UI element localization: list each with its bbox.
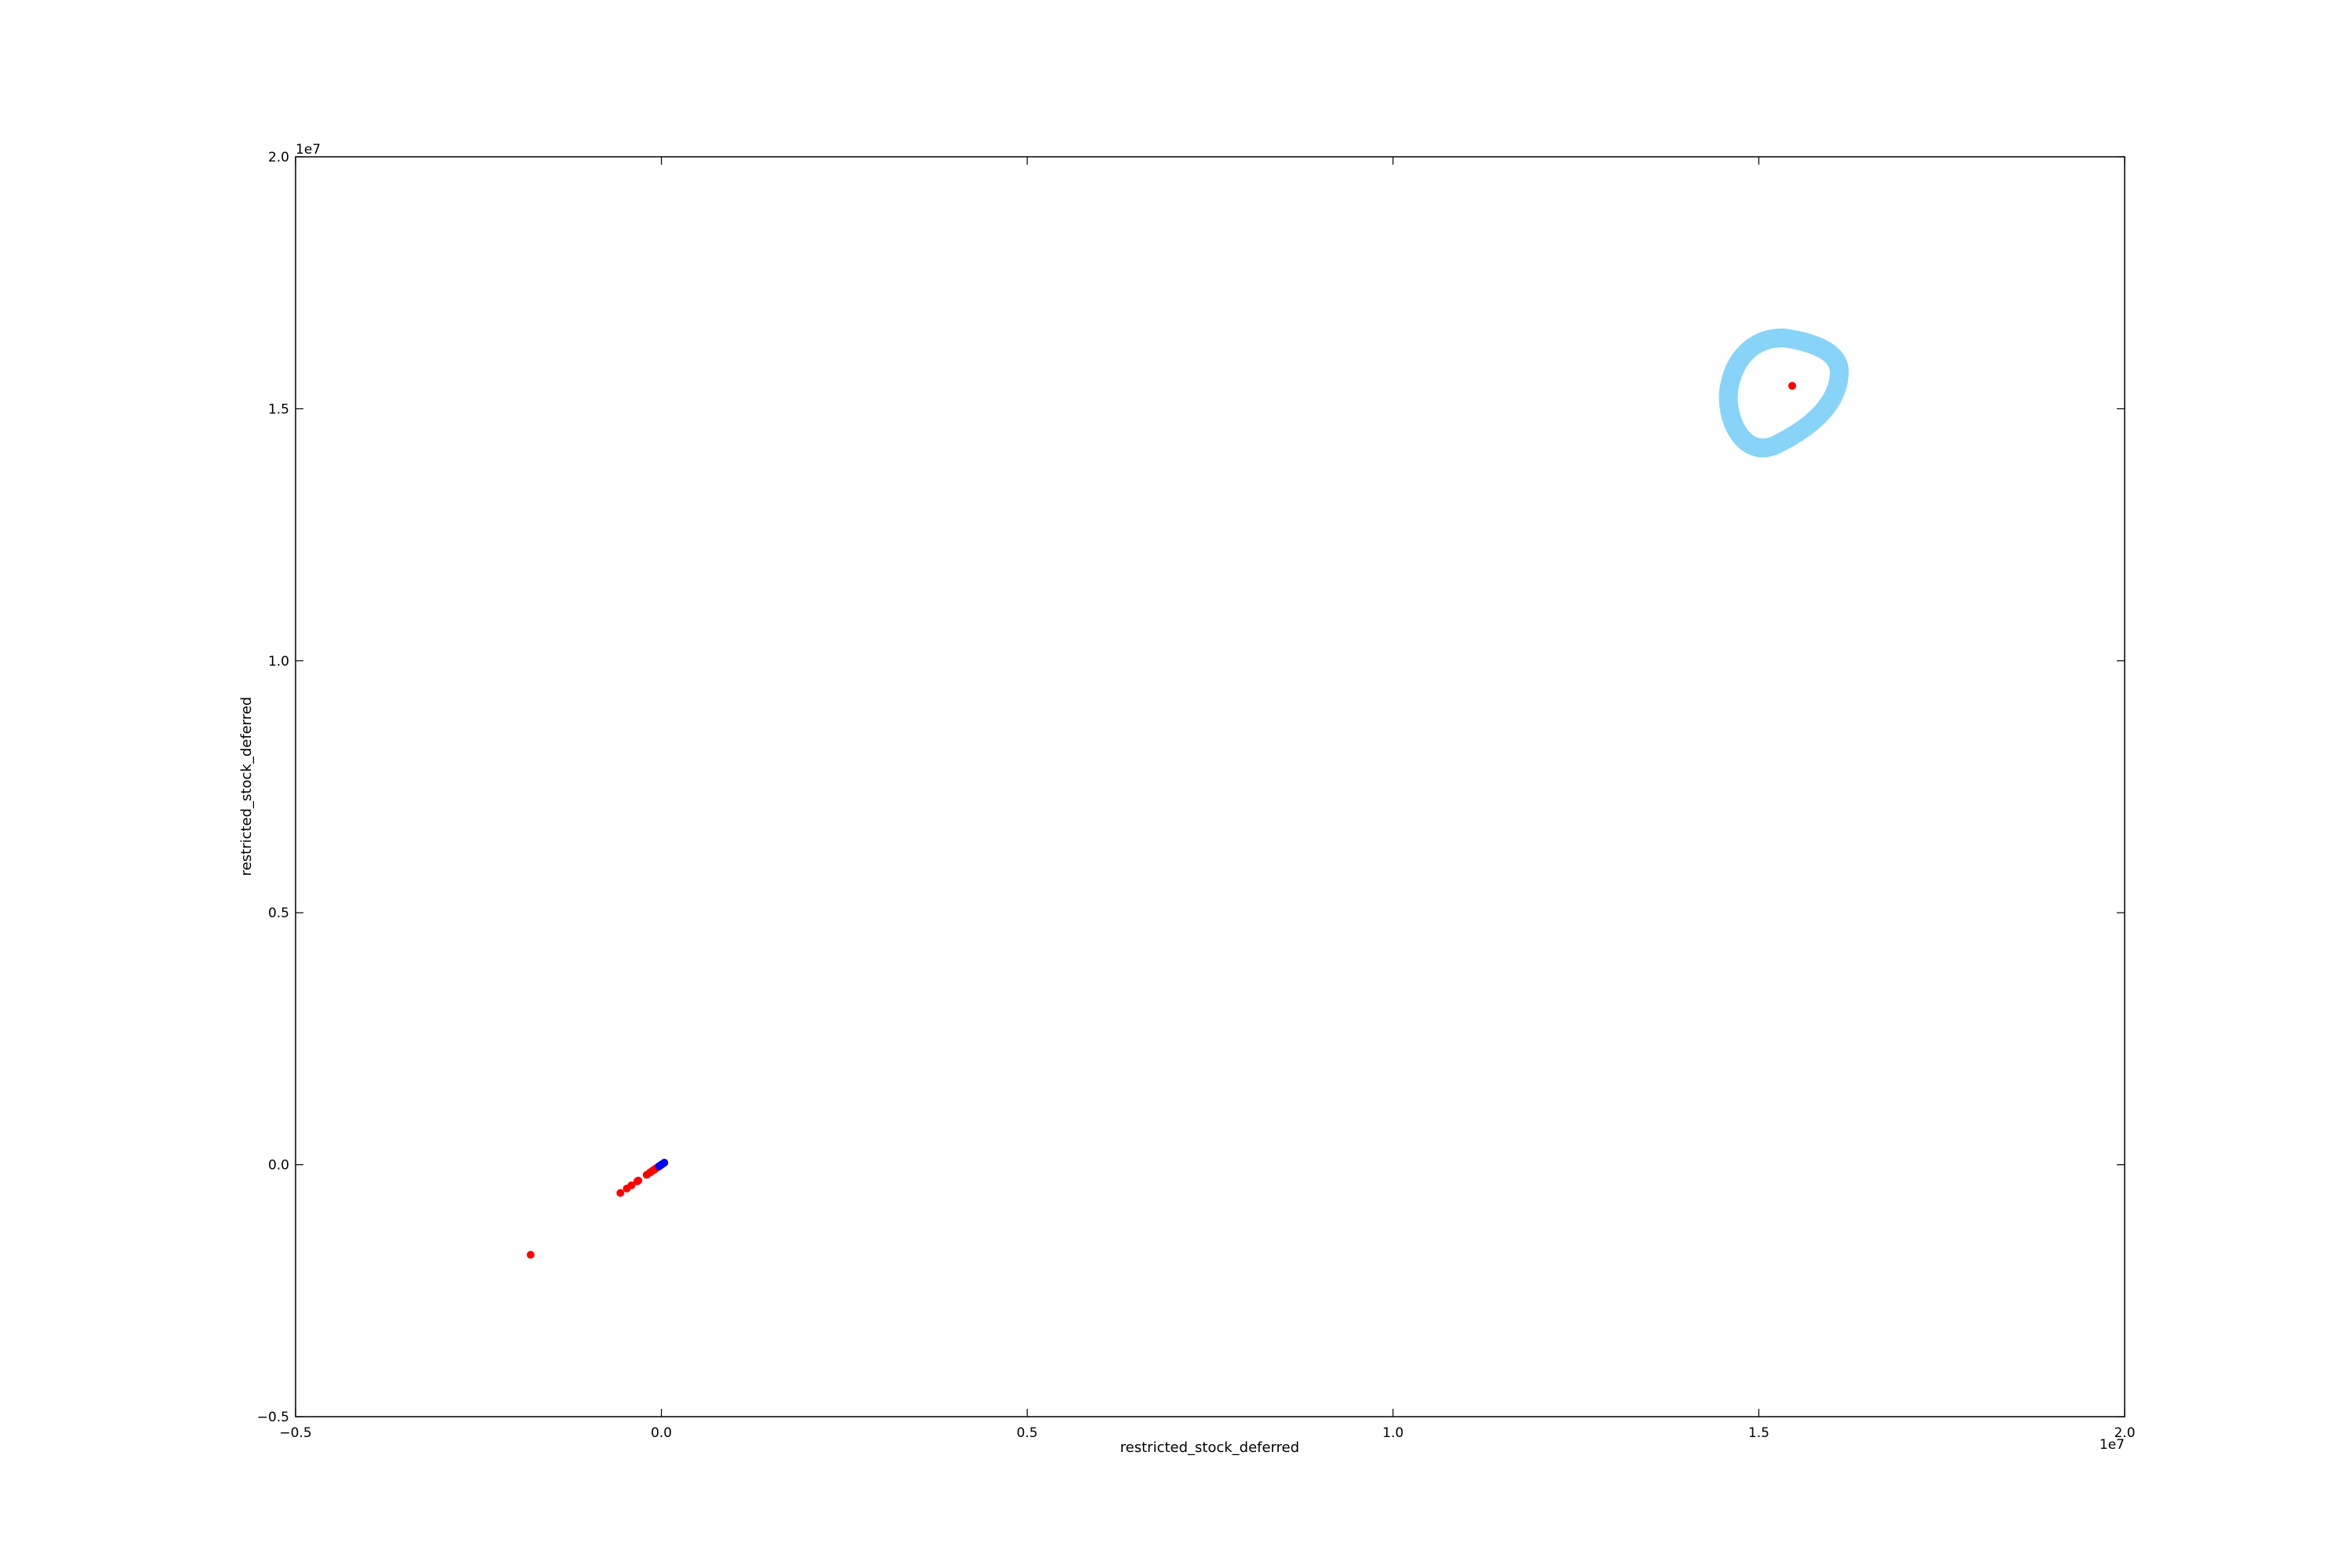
data-point-red xyxy=(1788,382,1796,390)
x-offset-label: 1e7 xyxy=(2100,1437,2125,1453)
data-point-red xyxy=(526,1250,535,1259)
data-point-red xyxy=(627,1181,636,1189)
data-point-red xyxy=(634,1176,643,1185)
y-offset-label: 1e7 xyxy=(296,142,321,158)
y-tick-label: 1.5 xyxy=(268,401,289,417)
x-tick-label: 0.5 xyxy=(1017,1425,1038,1441)
x-tick-label: −0.5 xyxy=(279,1425,311,1441)
x-tick-label: 1.0 xyxy=(1382,1425,1403,1441)
x-tick-label: 0.0 xyxy=(651,1425,672,1441)
points-layer xyxy=(526,382,1796,1259)
data-point-red xyxy=(616,1189,625,1197)
y-tick-label: 0.0 xyxy=(268,1158,289,1174)
y-tick-label: 1.0 xyxy=(268,654,289,670)
y-tick-label: −0.5 xyxy=(257,1410,289,1425)
y-tick-label: 2.0 xyxy=(268,150,289,165)
highlight-ring xyxy=(1719,328,1849,458)
ticks-layer: −0.5 0.0 0.5 1.0 1.5 2.0 −0.5 0.0 0.5 1.0 1.5 2.0 xyxy=(257,150,2136,1441)
x-axis-label: restricted_stock_deferred xyxy=(1120,1439,1300,1456)
plot-frame xyxy=(295,156,2125,1417)
x-tick-label: 1.5 xyxy=(1748,1425,1769,1441)
y-axis-label: restricted_stock_deferred xyxy=(238,697,255,877)
x-tick-label: 2.0 xyxy=(2114,1425,2135,1441)
data-point-blue xyxy=(660,1159,669,1167)
annotations-layer xyxy=(1719,328,1849,458)
y-tick-label: 0.5 xyxy=(268,906,289,921)
